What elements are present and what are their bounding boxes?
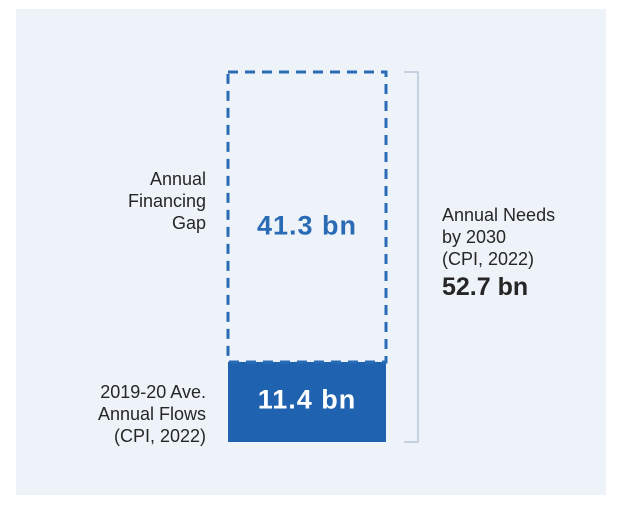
total-bracket [404, 71, 419, 443]
stacked-bar-chart: 41.3 bn 11.4 bn Annual Financing Gap 201… [98, 70, 555, 446]
annual-needs-label: (CPI, 2022) [442, 249, 534, 269]
annual-flows-label: Annual Flows [98, 404, 206, 424]
annual-flows-label: (CPI, 2022) [114, 426, 206, 446]
annual-flows-label: 2019-20 Ave. [100, 382, 206, 402]
annual-flows-bar [228, 361, 386, 442]
financing-gap-label: Financing [128, 191, 206, 211]
chart-panel: 41.3 bn 11.4 bn Annual Financing Gap 201… [16, 9, 606, 495]
annual-needs-label: by 2030 [442, 227, 506, 247]
financing-gap-label: Gap [172, 213, 206, 233]
annual-needs-value: 52.7 bn [442, 273, 528, 301]
financing-gap-bar [226, 70, 388, 364]
financing-gap-label: Annual [150, 169, 206, 189]
financing-gap-value: 41.3 bn [257, 210, 357, 240]
annual-flows-value: 11.4 bn [258, 384, 357, 414]
annual-needs-label: Annual Needs [442, 205, 555, 225]
